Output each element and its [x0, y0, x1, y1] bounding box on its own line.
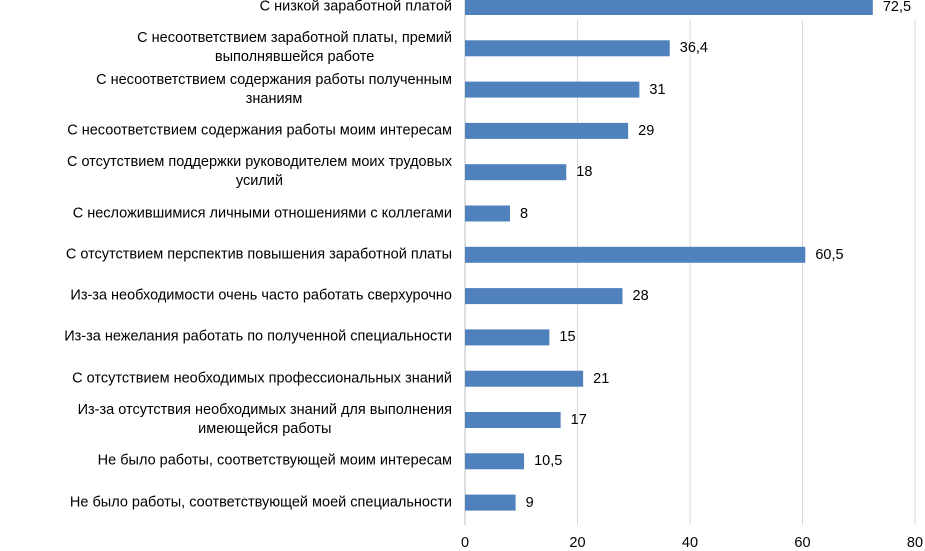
category-label: Из-за отсутствия необходимых знаний для …: [77, 402, 452, 437]
category-label: С отсутствием поддержки руководителем мо…: [66, 154, 452, 190]
data-label: 29: [638, 122, 655, 139]
x-tick-label: 20: [569, 535, 586, 551]
bar: [465, 494, 516, 511]
data-label: 15: [559, 329, 576, 346]
category-label: С несоответствием содержания работы моим…: [67, 122, 452, 139]
data-label: 28: [632, 288, 649, 305]
data-label: 21: [593, 370, 610, 387]
x-tick-label: 80: [906, 535, 924, 551]
bar: [465, 81, 640, 98]
bar: [465, 246, 806, 263]
bar: [465, 288, 623, 305]
data-label: 31: [649, 81, 666, 98]
data-label: 36,4: [679, 40, 708, 57]
bar: [465, 40, 670, 57]
bar: [465, 329, 550, 346]
category-label: Не было работы, соответствующей моим инт…: [97, 452, 452, 469]
category-label: С несоответствием заработной платы, прем…: [137, 30, 452, 66]
bar: [465, 453, 525, 470]
bar: [465, 122, 629, 139]
category-label: С несоответствием содержания работы полу…: [96, 71, 452, 107]
category-label: Из-за нежелания работать по полученной с…: [64, 328, 452, 345]
x-tick-label: 60: [794, 535, 811, 551]
x-tick-label: 40: [681, 535, 699, 551]
category-label: С отсутствием перспектив повышения зараб…: [65, 246, 452, 263]
data-label: 8: [520, 205, 529, 222]
category-label: С несложившимися личными отношениями с к…: [72, 205, 452, 221]
data-label: 10,5: [534, 453, 563, 470]
data-label: 60,5: [815, 246, 844, 263]
category-label: Из-за необходимости очень часто работать…: [70, 287, 452, 304]
category-label: Не было работы, соответствующей моей спе…: [69, 494, 452, 511]
data-label: 17: [570, 412, 587, 428]
category-label: С низкой заработной платой: [259, 0, 452, 15]
bar: [465, 205, 510, 222]
bar: [465, 164, 567, 181]
data-label: 9: [525, 494, 534, 511]
bar: [465, 0, 873, 15]
x-tick-label: 0: [460, 535, 470, 551]
data-label: 18: [576, 164, 593, 181]
category-label: С отсутствием необходимых профессиональн…: [72, 370, 452, 387]
bar: [465, 412, 561, 428]
data-label: 72,5: [882, 0, 912, 15]
bar: [465, 370, 584, 387]
